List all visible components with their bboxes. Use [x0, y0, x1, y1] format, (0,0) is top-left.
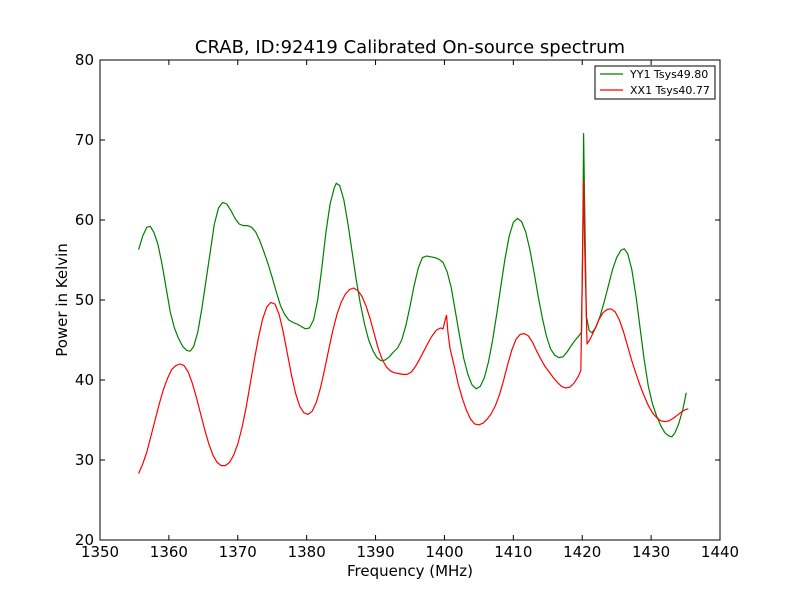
- legend-label-xx1: XX1 Tsys40.77: [630, 84, 710, 97]
- y-tick-label: 40: [75, 371, 94, 389]
- series-line-0: [138, 133, 687, 438]
- y-tick-label: 20: [75, 531, 94, 549]
- legend-label-yy1: YY1 Tsys49.80: [629, 68, 708, 81]
- x-tick-label: 1390: [356, 543, 394, 561]
- x-tick-label: 1400: [425, 543, 463, 561]
- x-tick-label: 1410: [494, 543, 532, 561]
- y-tick-label: 50: [75, 291, 94, 309]
- plot-area: 1350 1360 1370 1380 1390 1400 1410 1420 1430 1440…: [75, 51, 739, 561]
- y-axis-label: Power in Kelvin: [53, 243, 71, 357]
- x-tick-label: 1370: [219, 543, 257, 561]
- y-tick-label: 30: [75, 451, 94, 469]
- y-tick-label: 70: [75, 131, 94, 149]
- plot-frame: [99, 59, 721, 541]
- legend-box: [594, 65, 716, 100]
- legend: YY1 Tsys49.80 XX1 Tsys40.77: [594, 65, 716, 100]
- chart-title: CRAB, ID:92419 Calibrated On-source spec…: [195, 37, 625, 58]
- x-tick-label: 1430: [632, 543, 670, 561]
- y-tick-label: 60: [75, 211, 94, 229]
- x-tick-label: 1440: [701, 543, 739, 561]
- series-layer: [138, 133, 689, 474]
- x-tick-label: 1350: [81, 543, 119, 561]
- series-line-1: [138, 179, 689, 474]
- x-tick-label: 1360: [150, 543, 188, 561]
- x-tick-label: 1420: [563, 543, 601, 561]
- y-tick-label: 80: [75, 51, 94, 69]
- x-tick-label: 1380: [288, 543, 326, 561]
- ticks-layer: 1350 1360 1370 1380 1390 1400 1410 1420 1430 1440…: [75, 51, 739, 561]
- x-axis-label: Frequency (MHz): [347, 562, 473, 580]
